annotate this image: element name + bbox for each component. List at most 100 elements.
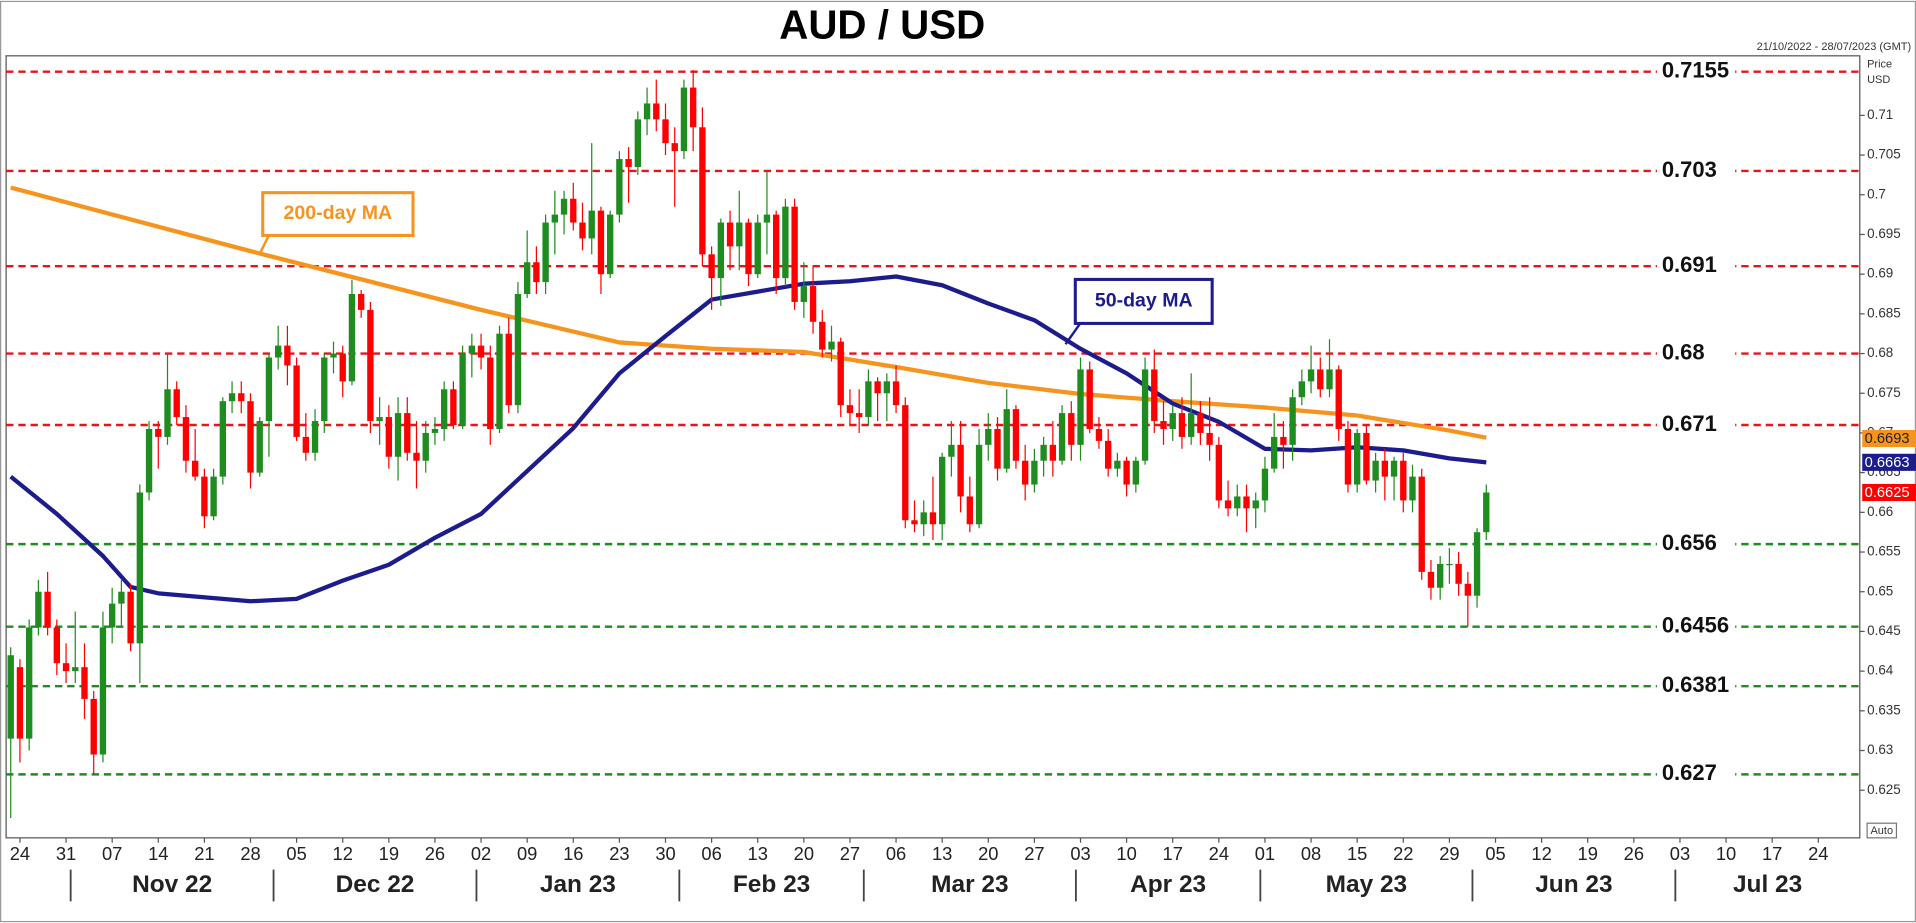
y-tick-label: 0.625 [1867,782,1901,797]
candle-body [1427,571,1435,588]
x-tick-label: 23 [609,843,629,864]
candle-body [339,353,346,382]
candle-body [1455,563,1462,584]
candle-body [7,655,14,739]
candle-body [394,413,402,457]
x-tick-label: 02 [471,843,491,864]
candle-body [874,381,881,394]
candle-body [1068,413,1075,445]
level-label-bg [1656,412,1736,438]
candle-body [302,436,310,453]
month-label: Mar 23 [931,871,1008,898]
x-tick-label: 12 [333,843,353,864]
candle-body [717,222,725,279]
candle-body [256,421,263,473]
candle-body [136,492,144,644]
level-label-bg [1656,253,1736,279]
x-tick-label: 06 [886,843,906,864]
level-label: 0.656 [1662,530,1717,555]
candle-body [385,417,393,457]
x-tick-label: 17 [1163,843,1183,864]
y-tick-label: 0.69 [1867,266,1893,281]
price-tag [1862,453,1916,471]
candle-body [791,206,798,302]
candle-body [145,428,153,493]
candle-body [1473,532,1481,596]
candle-body [643,103,651,120]
candle-body [90,698,97,755]
price-tag [1862,429,1916,448]
candle-body [1206,432,1213,445]
candle-body [1151,369,1158,422]
level-label: 0.671 [1662,411,1717,436]
candle-body [1344,428,1352,485]
candle-body [348,294,356,382]
candle-body [1003,409,1010,469]
x-tick-label: 07 [102,843,122,864]
candle-body [127,591,134,644]
x-tick-label: 05 [1485,843,1505,864]
plot-area [5,55,1861,839]
chart-title: AUD / USD [779,1,985,47]
price-tag [1862,483,1916,502]
y-tick-label: 0.68 [1867,345,1893,360]
candle-body [1436,563,1444,588]
candle-body [938,456,946,525]
candle-body [81,667,88,699]
x-tick-label: 16 [563,843,583,864]
candle-body [662,119,669,144]
y-tick-label: 0.64 [1867,663,1894,678]
level-label: 0.7155 [1662,58,1729,83]
x-tick-label: 27 [1024,843,1044,864]
y-tick-label: 0.675 [1867,385,1901,400]
annotation-box [261,191,415,237]
candle-body [782,206,789,279]
x-tick-label: 12 [1531,843,1551,864]
x-tick-label: 29 [1439,843,1459,864]
candle-body [1464,583,1472,596]
moving-average-line [9,274,1487,604]
candle-body [1400,460,1407,501]
x-tick-label: 31 [56,843,76,864]
candle-body [164,389,171,437]
candle-body [62,663,70,672]
month-label: May 23 [1326,871,1407,898]
scale-mode-box[interactable] [1866,822,1898,839]
candle-body [772,214,780,279]
candle-body [1160,421,1167,429]
y-tick-label: 0.645 [1867,623,1901,638]
y-tick-label: 0.705 [1867,147,1901,162]
candle-body [477,345,485,358]
candle-body [1058,413,1066,461]
x-tick-label: 20 [978,843,998,864]
candle-body [440,389,448,429]
candle-body [108,603,116,628]
candle-body [985,428,992,445]
candle-body [311,421,319,453]
x-tick-label: 30 [655,843,675,864]
y-tick-label: 0.63 [1867,742,1893,757]
candle-body [902,405,909,521]
candle-body [413,452,420,461]
month-label: Jan 23 [540,871,616,898]
candle-body [653,103,660,120]
candle-body [16,667,24,739]
x-tick-label: 03 [1070,843,1090,864]
scale-mode[interactable]: Auto [1870,825,1893,837]
candle-body [551,214,559,223]
candle-body [118,591,125,604]
candle-body [1317,369,1324,390]
candle-body [625,159,632,167]
candle-body [173,389,180,418]
level-label-bg [1656,762,1736,787]
y-tick-label: 0.7 [1867,186,1886,201]
candle-body [1114,460,1121,469]
candle-body [671,143,678,152]
candle-body [588,210,595,239]
candle-body [404,413,411,453]
candle-body [376,417,383,422]
x-tick-label: 08 [1301,843,1321,864]
candle-body [1252,500,1259,509]
candle-body [1169,413,1176,429]
candle-body [1363,432,1370,481]
